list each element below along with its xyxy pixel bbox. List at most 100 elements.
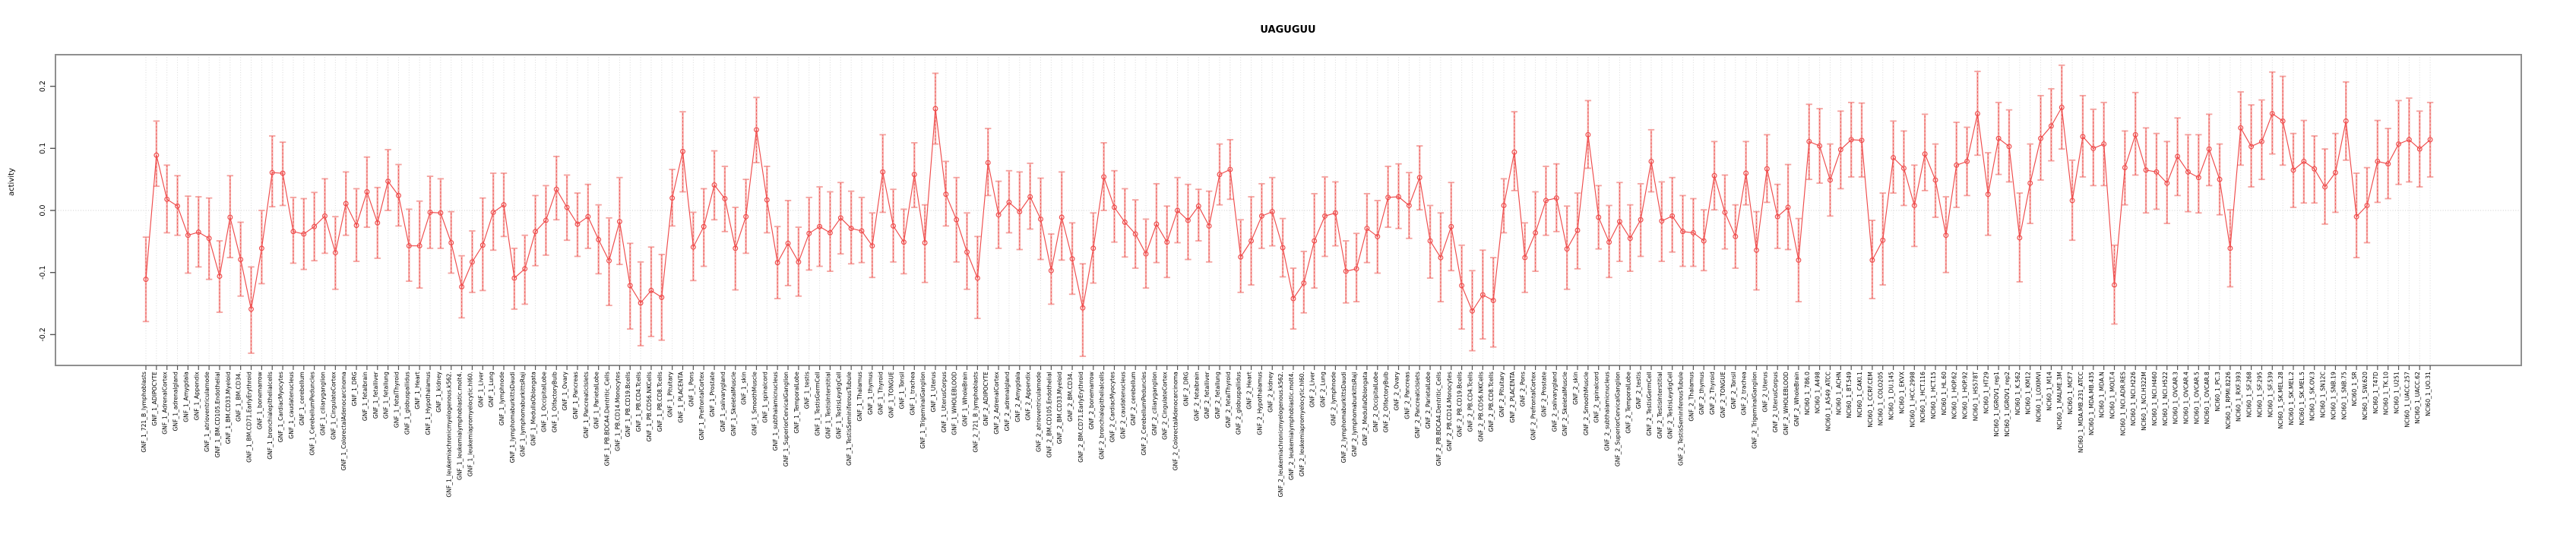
x-tick-label: GNF_1_bonemarrow bbox=[256, 372, 263, 429]
x-tick-label: GNF_2_adrenalgland bbox=[1004, 372, 1011, 431]
data-point bbox=[332, 250, 338, 256]
data-point bbox=[280, 170, 286, 176]
x-tick-label: NCI60_1_786.0 bbox=[1804, 372, 1811, 415]
data-point bbox=[648, 287, 654, 293]
data-point bbox=[2364, 202, 2370, 208]
data-point bbox=[932, 106, 938, 112]
x-tick-label: GNF_1_Heart bbox=[414, 372, 421, 409]
x-tick-label: GNF_2_SkeletalMuscle bbox=[1562, 372, 1568, 436]
x-tick-label: NCI60_1_SF.268 bbox=[2246, 372, 2253, 417]
x-tick-label: NCI60_1_MDA.N bbox=[2099, 372, 2106, 418]
data-point bbox=[1701, 238, 1707, 244]
data-point bbox=[1785, 204, 1791, 210]
x-tick-label: GNF_2_skin bbox=[1572, 372, 1579, 405]
x-tick-label: GNF_1_ColorectalAdenocarcinoma bbox=[340, 372, 347, 470]
x-tick-label: GNF_1_Prostate bbox=[709, 372, 716, 417]
data-point bbox=[353, 223, 359, 229]
data-point bbox=[164, 196, 170, 202]
data-point bbox=[1754, 247, 1759, 253]
data-point bbox=[1543, 198, 1549, 204]
data-point bbox=[1427, 238, 1433, 244]
y-tick-label: 0.0 bbox=[39, 204, 47, 216]
data-point bbox=[848, 226, 854, 232]
data-point bbox=[343, 201, 349, 207]
data-point bbox=[2185, 169, 2191, 175]
data-point bbox=[2101, 141, 2107, 147]
x-tick-label: GNF_2_BM.CD105.Endothelial bbox=[1046, 372, 1052, 457]
x-tick-label: GNF_1_Pancreas bbox=[572, 372, 579, 419]
x-tick-label: GNF_2_BM.CD33.Myeloid bbox=[1056, 372, 1063, 444]
x-tick-label: GNF_1_Appendix bbox=[193, 372, 200, 421]
data-point bbox=[995, 212, 1002, 218]
data-point bbox=[2175, 153, 2181, 160]
x-tick-label: GNF_2_SmoothMuscle bbox=[1583, 372, 1590, 435]
x-tick-label: GNF_2_testis bbox=[1635, 372, 1642, 409]
data-point bbox=[1985, 191, 1991, 198]
data-point bbox=[2027, 180, 2033, 186]
data-point bbox=[1375, 233, 1381, 239]
x-tick-label: GNF_2_bronchialepithelialcells bbox=[1099, 372, 1106, 460]
data-point bbox=[1743, 170, 1749, 176]
x-tick-label: NCI60_1_SNB.19 bbox=[2330, 372, 2337, 419]
x-tick-label: GNF_1_WholeBrain bbox=[962, 372, 969, 426]
plot-box bbox=[55, 54, 2522, 366]
x-tick-label: NCI60_1_CAKI.1 bbox=[1856, 372, 1863, 417]
data-point bbox=[1932, 177, 1938, 183]
x-tick-label: GNF_2_Pancreas bbox=[1404, 372, 1410, 419]
x-tick-label: GNF_1_PrefrontalCortex bbox=[698, 372, 705, 441]
x-tick-label: GNF_2_DRG bbox=[1182, 372, 1189, 406]
x-tick-label: NCI60_1_COLO205 bbox=[1878, 372, 1885, 425]
x-tick-label: GNF_1_ciliaryganglion bbox=[320, 372, 327, 435]
x-tick-label: NCI60_1_BT.549 bbox=[1846, 372, 1853, 418]
x-tick-label: GNF_2_Liver bbox=[1309, 371, 1316, 407]
x-tick-label: GNF_1_BM.CD34. bbox=[236, 372, 242, 422]
x-tick-label: GNF_2_bonemarrow bbox=[1088, 372, 1095, 429]
data-point bbox=[238, 257, 244, 263]
x-tick-label: GNF_2_ADIPOCYTE bbox=[983, 372, 989, 426]
x-tick-label: GNF_1_fetalbrain bbox=[362, 372, 369, 421]
chart-title: UAGUGUU bbox=[1260, 24, 1316, 36]
data-point bbox=[1596, 214, 1602, 220]
x-tick-label: NCI60_1_K.562 bbox=[2014, 372, 2021, 415]
x-tick-label: GNF_2_TestisInterstitial bbox=[1657, 372, 1663, 438]
x-tick-label: GNF_2_CingulateCortex bbox=[1162, 372, 1169, 440]
data-point bbox=[1332, 210, 1338, 216]
data-point bbox=[1258, 213, 1264, 219]
x-tick-label: GNF_1_leukemialymphoblastic.molt4. bbox=[457, 372, 464, 480]
x-tick-label: NCI60_1_EKVX bbox=[1898, 372, 1905, 414]
x-tick-label: GNF_2_721_B_lymphoblasts bbox=[972, 372, 979, 452]
data-point bbox=[2217, 176, 2223, 182]
x-tick-label: GNF_1_TestisLeydigCell bbox=[835, 372, 842, 439]
data-point bbox=[1837, 147, 1843, 153]
x-tick-label: NCI60_1_SR bbox=[2351, 371, 2358, 406]
x-tick-label: GNF_1_subthalamicnucleus bbox=[772, 372, 779, 451]
x-tick-label: NCI60_1_SW.620 bbox=[2362, 372, 2369, 420]
data-point bbox=[964, 249, 970, 255]
x-tick-label: GNF_2_thymus bbox=[1698, 372, 1705, 415]
data-point bbox=[943, 191, 949, 198]
x-tick-label: GNF_2_OccipitalLobe bbox=[1372, 372, 1379, 432]
data-point bbox=[806, 230, 812, 236]
x-tick-label: NCI60_1_M14 bbox=[2046, 372, 2052, 411]
data-point bbox=[2396, 141, 2402, 147]
x-tick-label: NCI60_1_RXF.393 bbox=[2236, 372, 2242, 422]
x-tick-label: GNF_2_Lung bbox=[1320, 372, 1327, 407]
data-point bbox=[1522, 255, 1528, 261]
x-tick-label: GNF_1_cerebellum bbox=[299, 372, 305, 425]
data-point bbox=[733, 245, 739, 251]
x-tick-label: NCI60_1_IGROV1_rep1 bbox=[1993, 372, 2000, 437]
data-point bbox=[2080, 134, 2086, 140]
data-point bbox=[1659, 218, 1665, 224]
data-point bbox=[438, 210, 444, 216]
x-tick-label: GNF_2_Amygdala bbox=[1014, 372, 1021, 422]
data-point bbox=[680, 148, 685, 154]
data-point bbox=[1069, 256, 1075, 262]
x-tick-label: NCI60_1_U251 bbox=[2394, 372, 2400, 414]
y-tick-label: -0.2 bbox=[39, 327, 47, 342]
data-point bbox=[1027, 194, 1033, 200]
data-point bbox=[1048, 267, 1054, 274]
data-point bbox=[1038, 216, 1043, 222]
x-tick-label: NCI60_1_HCC.2998 bbox=[1909, 372, 1916, 428]
data-point bbox=[1806, 138, 1812, 144]
data-point bbox=[2312, 166, 2318, 172]
